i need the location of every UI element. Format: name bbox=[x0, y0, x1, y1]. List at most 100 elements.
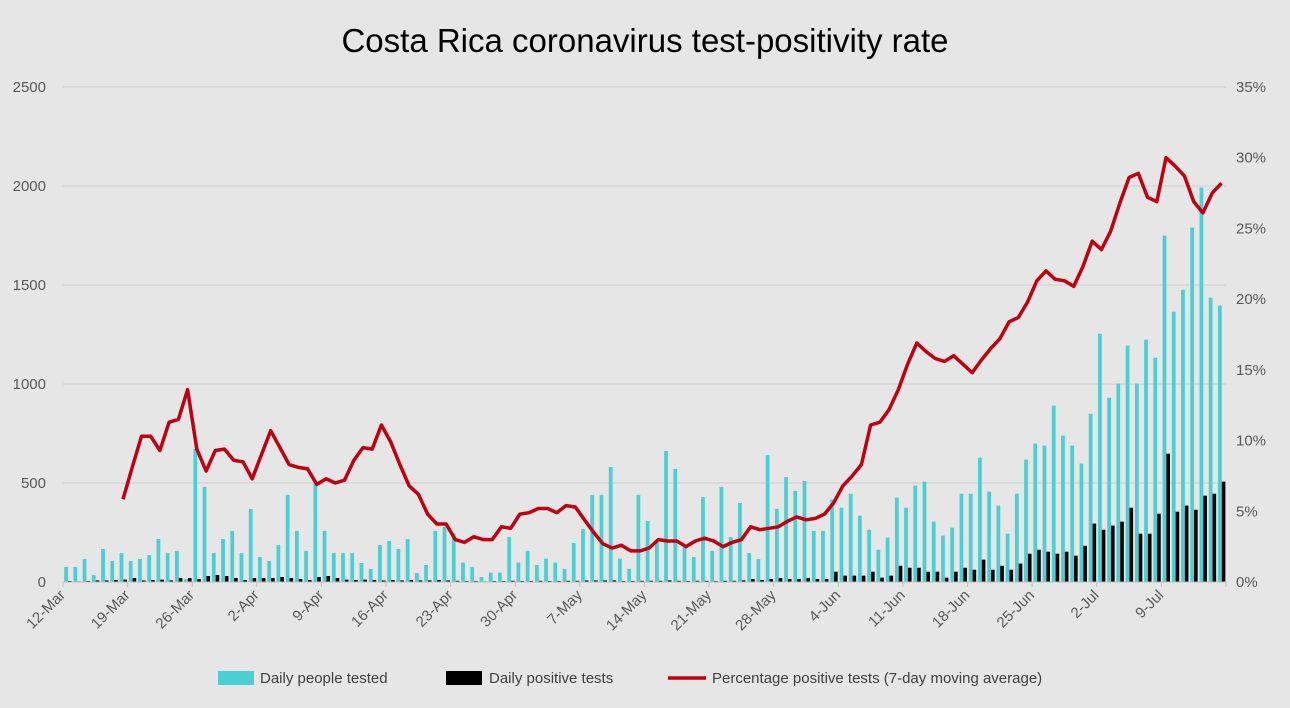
bar-tested bbox=[165, 553, 170, 582]
bar-tested bbox=[174, 550, 179, 582]
bar-tested bbox=[285, 494, 290, 582]
bar-tested bbox=[424, 564, 428, 582]
bar-positive bbox=[926, 571, 931, 582]
left-tick-label: 2500 bbox=[13, 79, 46, 96]
bar-positive bbox=[160, 579, 164, 582]
bar-positive bbox=[732, 580, 737, 582]
bar-positive bbox=[234, 578, 238, 582]
bar-positive bbox=[1175, 511, 1180, 582]
bar-tested bbox=[553, 562, 558, 582]
bar-tested bbox=[1051, 405, 1056, 582]
bar-positive bbox=[797, 579, 801, 582]
bar-tested bbox=[1079, 463, 1084, 582]
bar-positive bbox=[1064, 551, 1069, 582]
bar-tested bbox=[1199, 187, 1204, 583]
bar-positive bbox=[1203, 495, 1207, 582]
bar-tested bbox=[581, 528, 585, 582]
bar-positive bbox=[778, 578, 783, 582]
bar-tested bbox=[950, 527, 955, 582]
bar-tested bbox=[64, 566, 68, 582]
bar-positive bbox=[1221, 481, 1226, 582]
bar-tested bbox=[987, 491, 992, 582]
bar-positive bbox=[169, 580, 174, 582]
bar-tested bbox=[691, 557, 696, 582]
bar-tested bbox=[830, 499, 835, 582]
bar-tested bbox=[156, 539, 161, 582]
right-tick-label: 25% bbox=[1236, 220, 1266, 237]
bar-tested bbox=[636, 494, 641, 582]
bar-tested bbox=[1088, 413, 1093, 582]
bar-tested bbox=[1097, 333, 1102, 582]
bar-positive bbox=[843, 575, 847, 582]
bar-positive bbox=[1009, 569, 1014, 582]
bar-tested bbox=[1125, 345, 1130, 582]
bar-positive bbox=[363, 579, 367, 582]
bar-tested bbox=[756, 559, 761, 582]
bar-tested bbox=[461, 562, 465, 582]
bar-tested bbox=[1153, 357, 1158, 582]
bar-positive bbox=[511, 580, 515, 582]
legend-label-tested: Daily people tested bbox=[260, 670, 388, 687]
right-tick-label: 5% bbox=[1236, 503, 1258, 520]
bar-positive bbox=[907, 567, 912, 582]
bar-positive bbox=[861, 575, 866, 582]
bar-positive bbox=[695, 580, 700, 582]
bar-positive bbox=[917, 567, 921, 582]
bar-positive bbox=[197, 579, 201, 582]
right-tick-label: 10% bbox=[1236, 433, 1266, 450]
bar-positive bbox=[575, 580, 580, 582]
bar-tested bbox=[738, 502, 742, 582]
right-tick-label: 0% bbox=[1236, 574, 1258, 591]
bar-positive bbox=[243, 580, 247, 582]
bar-tested bbox=[968, 493, 973, 582]
legend-label-positive: Daily positive tests bbox=[489, 670, 613, 687]
bar-positive bbox=[381, 580, 386, 582]
bar-tested bbox=[1144, 339, 1148, 582]
bar-tested bbox=[811, 530, 816, 582]
left-tick-label: 1500 bbox=[13, 277, 46, 294]
bar-tested bbox=[654, 542, 659, 582]
bar-positive bbox=[317, 577, 321, 582]
bar-tested bbox=[599, 494, 604, 582]
bar-tested bbox=[313, 483, 318, 582]
bar-positive bbox=[963, 567, 967, 582]
positivity-line bbox=[121, 155, 1223, 553]
bar-tested bbox=[1181, 289, 1185, 582]
bar-positive bbox=[889, 575, 894, 582]
bar-positive bbox=[824, 579, 829, 582]
bar-tested bbox=[396, 548, 401, 582]
bar-tested bbox=[184, 579, 188, 582]
bar-positive bbox=[704, 580, 709, 582]
left-tick-label: 500 bbox=[21, 475, 46, 492]
bar-positive bbox=[271, 578, 275, 582]
bar-positive bbox=[1074, 555, 1078, 582]
bar-tested bbox=[331, 553, 336, 582]
bar-tested bbox=[341, 553, 345, 582]
bar-positive bbox=[95, 580, 100, 582]
bar-tested bbox=[765, 455, 770, 582]
bar-tested bbox=[590, 494, 595, 582]
bar-positive bbox=[954, 571, 958, 582]
bar-positive bbox=[1083, 545, 1087, 582]
bar-tested bbox=[728, 537, 733, 582]
bar-tested bbox=[571, 542, 576, 582]
bar-tested bbox=[202, 486, 207, 582]
bar-positive bbox=[354, 580, 358, 582]
legend-swatch-tested bbox=[218, 671, 254, 685]
bar-positive bbox=[1194, 509, 1198, 582]
bar-tested bbox=[516, 562, 521, 582]
bar-tested bbox=[498, 572, 502, 582]
bar-tested bbox=[359, 562, 364, 582]
bar-positive bbox=[326, 576, 331, 582]
bar-positive bbox=[1184, 505, 1189, 582]
bar-tested bbox=[1005, 533, 1010, 582]
bar-tested bbox=[1134, 383, 1139, 582]
bar-tested bbox=[507, 537, 512, 582]
bar-positive bbox=[1037, 549, 1041, 582]
bar-tested bbox=[618, 558, 622, 582]
bar-tested bbox=[710, 550, 715, 582]
bar-positive bbox=[741, 580, 746, 582]
bar-positive bbox=[104, 580, 109, 582]
bars bbox=[64, 187, 1226, 583]
bar-positive bbox=[769, 579, 774, 582]
